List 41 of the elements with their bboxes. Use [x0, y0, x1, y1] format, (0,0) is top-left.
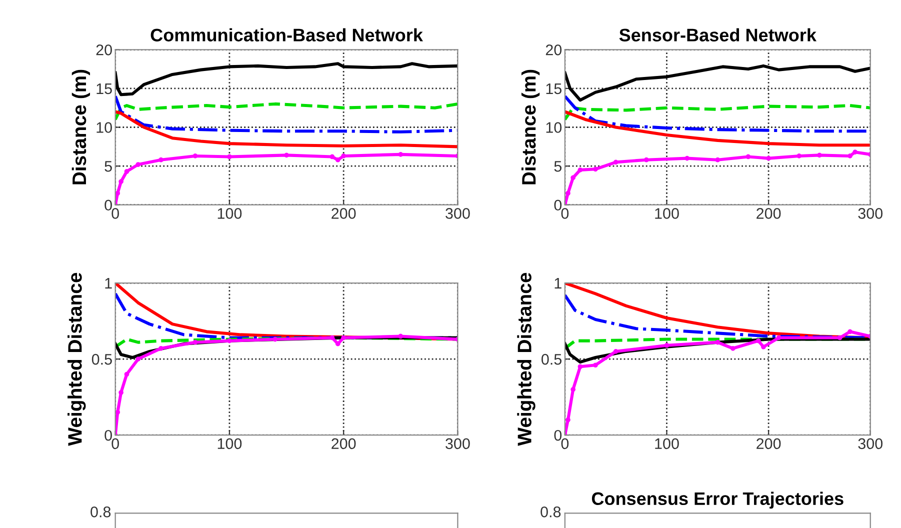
x-tick-label: 300: [446, 208, 470, 219]
y-tick-label: 1: [554, 278, 562, 289]
y-tick-label: 15: [546, 83, 562, 94]
x-tick-label: 200: [756, 438, 781, 450]
y-tick-label: 0.5: [92, 354, 112, 365]
y-tick-label: 0: [104, 200, 112, 211]
x-tick-label: 300: [858, 208, 883, 219]
chart-title: Sensor-Based Network: [619, 28, 817, 42]
x-tick-label: 0: [561, 438, 569, 450]
text: 0.8: [540, 506, 561, 518]
x-tick-label: 300: [446, 438, 470, 450]
y-tick-label: 5: [554, 161, 562, 172]
x-tick-label: 0: [112, 208, 119, 219]
y-axis-title: Weighted Distance: [517, 272, 536, 446]
y-tick-label: 0: [554, 200, 562, 211]
x-tick-label: 300: [858, 438, 883, 450]
chart-title: Communication-Based Network: [150, 28, 423, 42]
x-tick-label: 100: [655, 208, 679, 219]
x-tick-label: 100: [218, 438, 242, 450]
text: Consensus Error Trajectories: [592, 492, 844, 509]
y-tick-label: 0.5: [542, 354, 562, 365]
text: 0.8: [90, 506, 111, 518]
y-tick-label: 20: [96, 44, 112, 56]
y-axis-title: Distance (m): [521, 70, 540, 184]
x-tick-label: 0: [561, 208, 569, 219]
x-tick-label: 100: [655, 438, 679, 450]
y-axis-title: Weighted Distance: [68, 272, 86, 446]
x-tick-label: 0: [112, 438, 119, 450]
x-tick-label: 100: [218, 208, 242, 219]
y-tick-label: 5: [104, 161, 112, 172]
y-tick-label: 0: [104, 430, 112, 441]
y-tick-label: 1: [105, 278, 112, 289]
y-tick-label: 0: [554, 430, 562, 441]
x-tick-label: 200: [756, 208, 781, 219]
y-axis-title: Distance (m): [72, 70, 90, 184]
x-tick-label: 200: [332, 438, 356, 450]
y-tick-label: 10: [96, 122, 112, 133]
y-tick-label: 20: [546, 44, 562, 56]
y-tick-label: 15: [96, 83, 112, 94]
x-tick-label: 200: [332, 208, 356, 219]
y-tick-label: 10: [546, 122, 562, 133]
